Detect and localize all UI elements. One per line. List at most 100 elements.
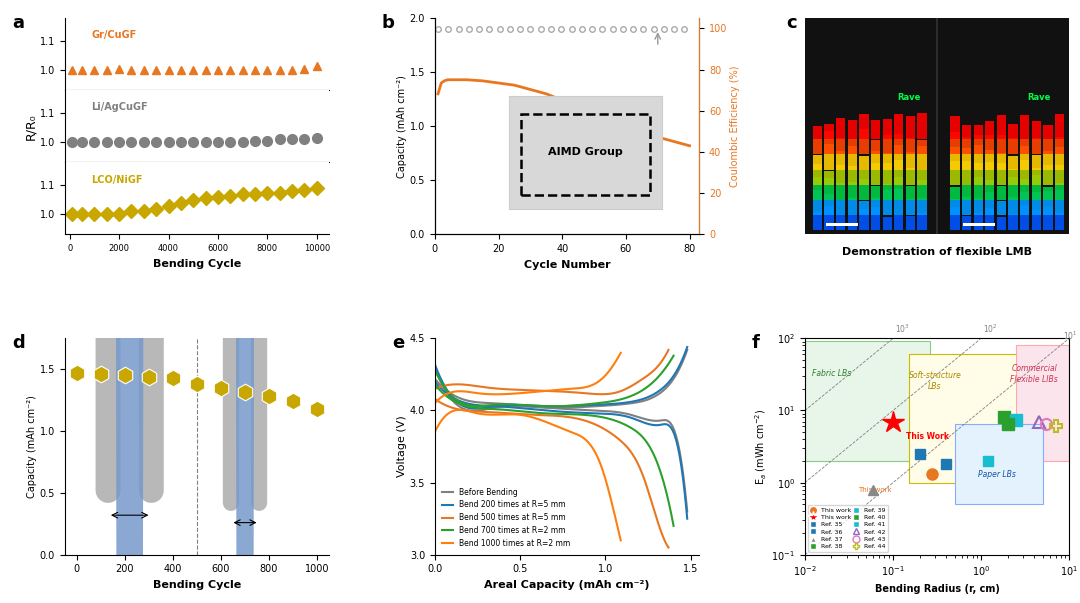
Text: LCO/NiGF: LCO/NiGF xyxy=(91,174,143,185)
Bar xyxy=(1009,137,1017,154)
Bar xyxy=(985,192,995,215)
Text: f: f xyxy=(752,334,760,352)
Bar xyxy=(1009,197,1017,215)
Bar xyxy=(894,177,904,200)
Bar xyxy=(836,137,846,154)
Text: Fabric LBs: Fabric LBs xyxy=(812,369,851,378)
Bar xyxy=(906,138,915,154)
Bar xyxy=(860,209,868,230)
Bar xyxy=(882,163,892,185)
Bar xyxy=(973,198,983,215)
Bar xyxy=(824,124,834,139)
Bar xyxy=(870,151,880,169)
Bar xyxy=(950,187,959,200)
Bar xyxy=(918,170,927,185)
Bar xyxy=(962,197,971,215)
Bar xyxy=(906,116,915,139)
Bar xyxy=(848,139,856,154)
Bar xyxy=(973,213,983,230)
X-axis label: Cycle Number: Cycle Number xyxy=(524,260,610,270)
Bar xyxy=(824,144,834,169)
X-axis label: Bending Cycle: Bending Cycle xyxy=(153,259,241,269)
Bar xyxy=(1009,214,1017,230)
Bar xyxy=(1020,205,1029,230)
Text: Gr/CuGF: Gr/CuGF xyxy=(91,30,136,40)
Bar xyxy=(1020,178,1029,200)
Bar xyxy=(985,208,995,230)
Bar xyxy=(950,147,959,169)
FancyBboxPatch shape xyxy=(908,354,1025,482)
Bar xyxy=(813,177,822,200)
Bar xyxy=(813,164,822,185)
Bar xyxy=(1031,121,1041,139)
Bar xyxy=(1043,187,1053,200)
Bar xyxy=(860,129,868,154)
Bar xyxy=(973,135,983,154)
Bar xyxy=(894,134,904,154)
Bar xyxy=(1043,125,1053,139)
Bar xyxy=(918,198,927,215)
Bar xyxy=(918,180,927,200)
Bar xyxy=(836,118,846,139)
Bar xyxy=(848,166,856,185)
Y-axis label: Voltage (V): Voltage (V) xyxy=(397,415,407,478)
Bar xyxy=(836,200,846,215)
Bar xyxy=(906,168,915,185)
Text: d: d xyxy=(12,334,25,352)
Bar xyxy=(950,161,959,185)
Bar xyxy=(985,121,995,139)
X-axis label: Bending Cycle: Bending Cycle xyxy=(153,580,241,590)
Bar xyxy=(985,150,995,169)
Bar xyxy=(1043,191,1053,215)
Bar xyxy=(1055,190,1064,215)
Y-axis label: Capacity (mAh cm⁻²): Capacity (mAh cm⁻²) xyxy=(27,395,37,498)
Y-axis label: E$_a$ (mWh cm$^{-2}$): E$_a$ (mWh cm$^{-2}$) xyxy=(753,408,769,485)
Text: This work: This work xyxy=(858,487,892,493)
Text: a: a xyxy=(12,14,24,33)
Bar xyxy=(1043,165,1053,185)
Text: b: b xyxy=(382,14,395,32)
Bar xyxy=(860,179,868,200)
Bar xyxy=(1055,114,1064,139)
Bar xyxy=(882,216,892,230)
Bar xyxy=(870,198,880,215)
Bar xyxy=(813,139,822,154)
Bar xyxy=(997,153,1007,169)
Legend: Before Bending, Bend 200 times at R=5 mm, Bend 500 times at R=5 mm, Bend 700 tim: Before Bending, Bend 200 times at R=5 mm… xyxy=(438,485,573,551)
Bar xyxy=(962,160,971,185)
Text: Li/AgCuGF: Li/AgCuGF xyxy=(91,103,148,112)
Bar xyxy=(997,163,1007,185)
Bar xyxy=(870,120,880,139)
Bar xyxy=(870,207,880,230)
Bar xyxy=(882,134,892,154)
Bar xyxy=(836,215,846,230)
Bar xyxy=(997,217,1007,230)
Bar xyxy=(906,186,915,200)
Bar xyxy=(870,140,880,154)
Bar xyxy=(950,132,959,154)
Bar xyxy=(870,186,880,200)
Bar xyxy=(882,190,892,215)
Bar xyxy=(1043,139,1053,154)
Bar xyxy=(918,140,927,154)
Bar xyxy=(1020,160,1029,185)
Bar xyxy=(860,201,868,215)
Text: Demonstration of flexible LMB: Demonstration of flexible LMB xyxy=(842,247,1032,257)
Bar xyxy=(1031,192,1041,215)
Bar xyxy=(1055,165,1064,185)
Bar xyxy=(1020,192,1029,215)
Bar xyxy=(813,154,822,169)
Bar xyxy=(973,177,983,200)
FancyBboxPatch shape xyxy=(1016,344,1069,461)
Legend: This work, This work, Ref. 35, Ref. 36, Ref. 37, Ref. 38, Ref. 39, Ref. 40, Ref.: This work, This work, Ref. 35, Ref. 36, … xyxy=(808,505,888,552)
Bar xyxy=(985,162,995,185)
Text: Rave: Rave xyxy=(1027,93,1050,103)
Bar xyxy=(882,153,892,169)
Text: Paper LBs: Paper LBs xyxy=(977,470,1015,479)
Ellipse shape xyxy=(113,0,146,603)
Bar xyxy=(836,165,846,185)
FancyBboxPatch shape xyxy=(799,14,937,239)
Bar xyxy=(848,182,856,200)
Bar xyxy=(894,215,904,230)
Bar xyxy=(824,206,834,230)
